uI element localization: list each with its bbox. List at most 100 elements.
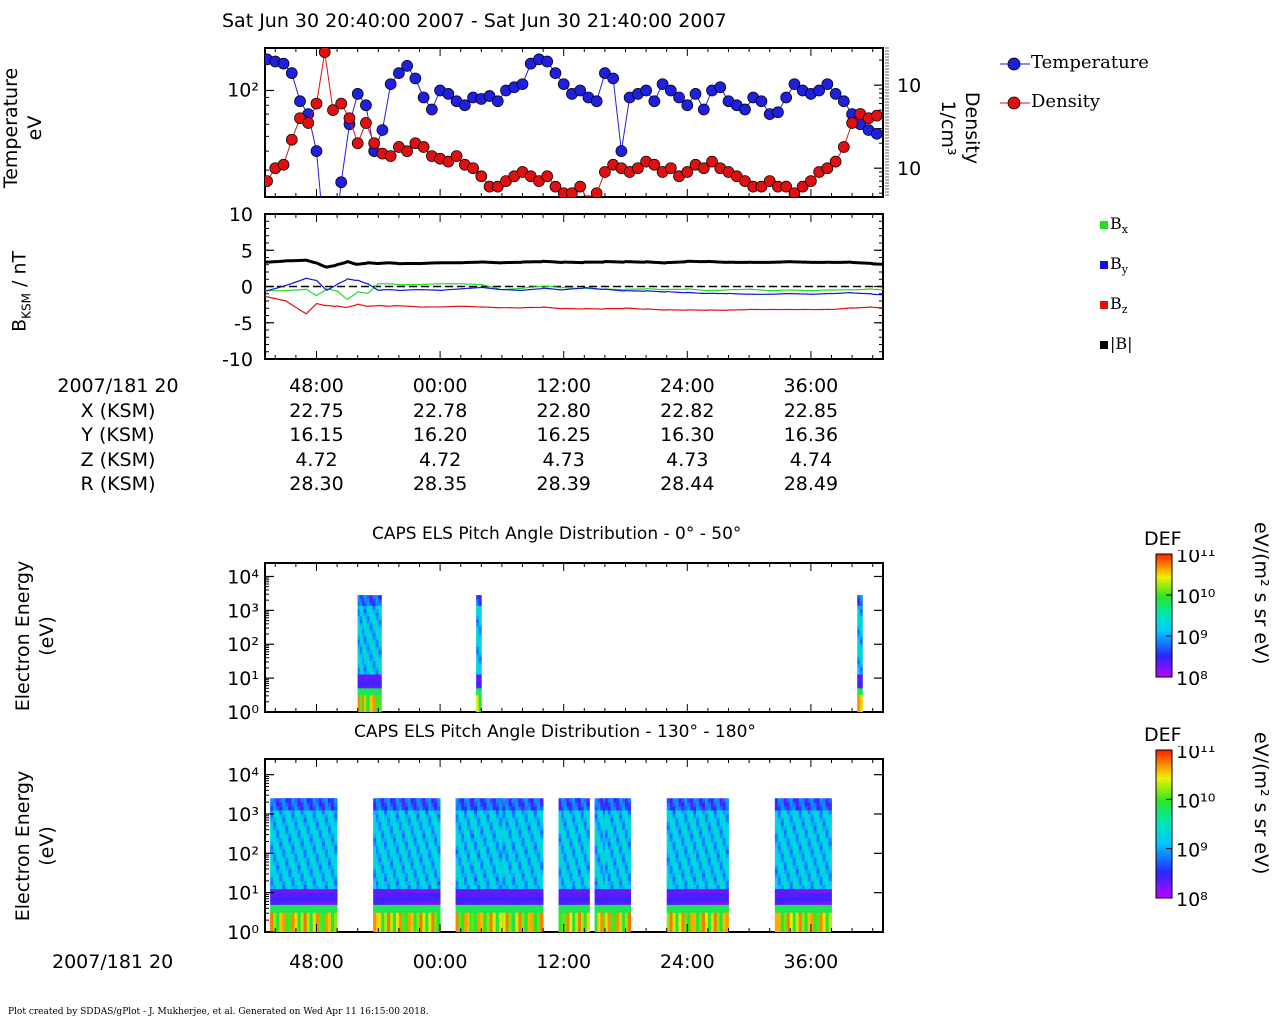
- spec2-cell: [804, 857, 809, 862]
- spec2-cell: [678, 813, 682, 819]
- spec2-cell: [270, 833, 274, 838]
- spec2-cell: [795, 924, 800, 929]
- point-temperature: [277, 57, 290, 70]
- spec2-cell: [801, 928, 806, 932]
- spec2-cell: [458, 928, 462, 932]
- spec2-cell: [804, 900, 809, 905]
- spec2-cell: [597, 837, 601, 842]
- spec1-cell: [857, 626, 861, 630]
- spec2-cell: [455, 849, 459, 854]
- spec2-cell: [828, 837, 832, 842]
- spec2-cell: [713, 865, 718, 870]
- point-density: [805, 175, 817, 187]
- spec2-cell: [270, 810, 274, 815]
- spec2-cell: [810, 908, 815, 913]
- spec2-cell: [693, 924, 697, 929]
- spec1-cell: [369, 660, 373, 665]
- spec1-cell: [476, 684, 480, 689]
- spec2-cell: [704, 861, 709, 866]
- spec1-cell: [369, 691, 373, 696]
- spec2-cell: [666, 857, 671, 862]
- spec2-cell: [678, 810, 682, 815]
- ephemeris-value: 16.30: [660, 424, 715, 446]
- ephemeris-value: 16.25: [536, 424, 591, 446]
- y-tick-label: 10¹: [227, 668, 259, 690]
- spec1-cell: [359, 653, 363, 658]
- spec1-cell: [357, 681, 361, 685]
- spec2-cell: [704, 872, 709, 878]
- spec2-cell: [687, 825, 691, 831]
- point-density: [351, 137, 364, 150]
- spec2-cell: [810, 904, 815, 909]
- spec2-cell: [783, 821, 788, 827]
- spec2-cell: [774, 896, 779, 901]
- spec2-cell: [376, 869, 380, 874]
- spec1-cell: [366, 670, 370, 675]
- spec2-cell: [819, 880, 823, 886]
- spec2-cell: [505, 845, 509, 850]
- spec1-cell: [360, 629, 365, 634]
- spec2-cell: [270, 872, 274, 878]
- spec1-cell: [378, 660, 382, 665]
- spec2-cell: [461, 924, 465, 929]
- spec1-cell: [363, 619, 367, 624]
- spec2-cell: [373, 849, 377, 854]
- spec2-cell: [786, 924, 791, 929]
- spec2-cell: [822, 928, 826, 932]
- point-density: [681, 166, 694, 178]
- spec2-cell: [464, 821, 468, 827]
- spec2-cell: [816, 845, 820, 850]
- spec2-cell: [279, 876, 283, 882]
- spec2-cell: [273, 829, 277, 835]
- spec2-cell: [455, 884, 459, 890]
- spec2-cell: [600, 861, 604, 866]
- spec2-cell: [675, 837, 679, 842]
- spec1-cell: [859, 708, 863, 712]
- spec2-cell: [786, 908, 791, 913]
- spec2-cell: [678, 924, 682, 929]
- spec2-cell: [508, 872, 512, 878]
- spec2-cell: [704, 806, 709, 811]
- spec2-cell: [696, 892, 700, 897]
- spec2-cell: [786, 853, 791, 858]
- spec2-cell: [801, 857, 806, 862]
- spec1-cell: [476, 612, 480, 617]
- spec2-cell: [276, 884, 280, 890]
- y-tick-label: -10: [222, 349, 253, 371]
- spec2-cell: [822, 912, 826, 917]
- spec2-cell: [722, 810, 726, 815]
- spec2-cell: [273, 841, 277, 846]
- spec2-cell: [780, 916, 785, 921]
- spec2-cell: [458, 888, 462, 894]
- spec2-cell: [804, 888, 809, 894]
- spec2-cell: [822, 880, 826, 886]
- spec2-cell: [716, 924, 721, 929]
- spec1-cell: [357, 601, 361, 606]
- spec2-cell: [675, 829, 679, 835]
- spec2-cell: [690, 849, 694, 854]
- spec2-cell: [795, 884, 800, 890]
- spec2-cell: [795, 900, 800, 905]
- spec2-cell: [810, 821, 815, 827]
- spec1-cell: [857, 705, 861, 709]
- spec2-cell: [276, 810, 280, 815]
- spec2-cell: [716, 853, 721, 858]
- point-density: [401, 145, 413, 158]
- spec1-cell: [366, 608, 370, 613]
- spec2-cell: [466, 916, 471, 921]
- spec2-cell: [774, 857, 779, 862]
- spec1-cell: [478, 622, 482, 627]
- spec2-cell: [276, 806, 280, 811]
- spec2-cell: [466, 884, 471, 890]
- spec2-cell: [710, 900, 715, 905]
- spec2-cell: [669, 802, 673, 807]
- spec2-cell: [702, 810, 706, 815]
- spec2-cell: [704, 798, 709, 803]
- spec2-cell: [777, 798, 782, 803]
- spec2-cell: [461, 912, 465, 917]
- spec2-cell: [508, 806, 512, 811]
- spec2-cell: [678, 884, 682, 890]
- spec2-cell: [466, 845, 471, 850]
- spec1-cell: [478, 595, 482, 599]
- spec2-cell: [702, 900, 706, 905]
